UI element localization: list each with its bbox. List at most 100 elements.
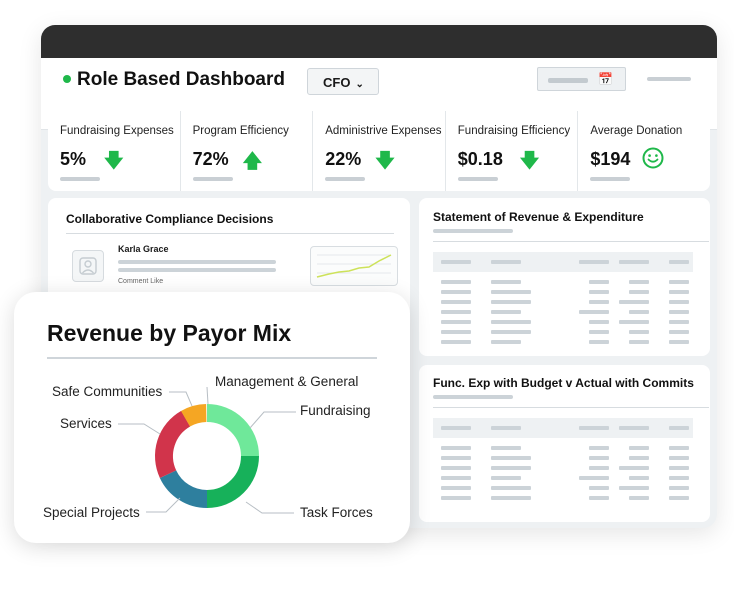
table-cell-placeholder [491, 466, 531, 470]
table-cell-placeholder [589, 466, 609, 470]
table-cell-placeholder [629, 290, 649, 294]
table-cell-placeholder [441, 476, 471, 480]
statement-card: Statement of Revenue & Expenditure [419, 198, 710, 356]
table-cell-placeholder [441, 320, 471, 324]
arrow-down-icon: 🡇 [104, 151, 124, 172]
label-special-projects: Special Projects [43, 505, 140, 520]
table-cell-placeholder [491, 310, 521, 314]
kpi-fundraising-expenses[interactable]: Fundraising Expenses 5% 🡇 [48, 111, 181, 191]
table-cell-placeholder [491, 280, 521, 284]
smile-icon [642, 147, 664, 169]
kpi-value: $194 [590, 149, 631, 169]
table-cell-placeholder [669, 446, 689, 450]
kpi-value: $0.18 [457, 149, 503, 169]
table-cell-placeholder [491, 290, 531, 294]
table-cell-placeholder [441, 310, 471, 314]
table-cell-placeholder [441, 446, 471, 450]
kpi-row: Fundraising Expenses 5% 🡇 Program Effici… [48, 111, 710, 191]
table-cell-placeholder [629, 456, 649, 460]
comment-actions[interactable]: Comment Like [118, 278, 164, 285]
statement-title: Statement of Revenue & Expenditure [433, 210, 644, 224]
table-cell-placeholder [589, 280, 609, 284]
kpi-label: Fundraising Efficiency [457, 125, 571, 137]
table-cell-placeholder [589, 486, 609, 490]
table-cell-placeholder [669, 320, 689, 324]
user-icon [79, 257, 97, 275]
table-cell-placeholder [619, 486, 649, 490]
date-picker[interactable]: 📅 [537, 67, 626, 91]
table-cell-placeholder [441, 300, 471, 304]
table-cell-placeholder [579, 426, 609, 430]
table-cell-placeholder [589, 446, 609, 450]
table-cell-placeholder [579, 310, 609, 314]
comment-placeholder [118, 268, 276, 272]
arrow-up-icon: 🡅 [242, 151, 263, 172]
kpi-administrative-expenses[interactable]: Administrive Expenses 22% 🡇 [313, 111, 446, 191]
table-cell-placeholder [629, 496, 649, 500]
header-placeholder [647, 77, 691, 81]
kpi-placeholder [325, 177, 366, 181]
table-cell-placeholder [491, 456, 531, 460]
kpi-fundraising-efficiency[interactable]: Fundraising Efficiency $0.18 🡇 [446, 111, 579, 191]
table-cell-placeholder [441, 456, 471, 460]
arrow-down-icon: 🡇 [375, 151, 395, 172]
func-exp-title: Func. Exp with Budget v Actual with Comm… [433, 376, 694, 390]
table-header [433, 252, 693, 272]
label-management-general: Management & General [215, 374, 359, 389]
table-cell-placeholder [669, 310, 689, 314]
table-cell-placeholder [669, 340, 689, 344]
table-cell-placeholder [579, 260, 609, 264]
table-cell-placeholder [589, 300, 609, 304]
title-rule [47, 357, 377, 359]
kpi-value: 5% [60, 149, 87, 169]
kpi-value: 72% [192, 149, 229, 169]
table-cell-placeholder [669, 300, 689, 304]
table-cell-placeholder [441, 290, 471, 294]
arrow-down-icon: 🡇 [519, 151, 540, 172]
kpi-label: Fundraising Expenses [60, 125, 174, 137]
calendar-icon: 📅 [598, 72, 613, 86]
table-cell-placeholder [669, 476, 689, 480]
kpi-average-donation[interactable]: Average Donation $194 [578, 111, 710, 191]
table-cell-placeholder [629, 310, 649, 314]
table-cell-placeholder [619, 320, 649, 324]
card-divider [433, 241, 709, 242]
table-header [433, 418, 693, 438]
window-titlebar [41, 25, 717, 58]
role-select[interactable]: CFO ⌄ [307, 68, 379, 95]
table-cell-placeholder [491, 486, 531, 490]
table-cell-placeholder [629, 330, 649, 334]
table-cell-placeholder [589, 330, 609, 334]
kpi-label: Program Efficiency [192, 125, 289, 137]
kpi-value: 22% [325, 149, 362, 169]
kpi-label: Average Donation [590, 125, 683, 137]
table-cell-placeholder [669, 330, 689, 334]
title-placeholder [433, 395, 513, 399]
kpi-placeholder [192, 177, 233, 181]
table-cell-placeholder [669, 290, 689, 294]
label-fundraising: Fundraising [300, 403, 371, 418]
kpi-placeholder [60, 177, 100, 181]
leader-lines [118, 386, 296, 514]
table-cell-placeholder [669, 486, 689, 490]
chevron-down-icon: ⌄ [355, 79, 364, 90]
label-safe-communities: Safe Communities [52, 384, 163, 399]
table-cell-placeholder [619, 300, 649, 304]
comment-placeholder [118, 260, 276, 264]
table-cell-placeholder [669, 466, 689, 470]
table-cell-placeholder [491, 320, 531, 324]
status-dot [63, 75, 71, 83]
card-divider [433, 407, 709, 408]
payor-mix-title: Revenue by Payor Mix [47, 320, 292, 346]
page-title: Role Based Dashboard [77, 69, 285, 90]
table-cell-placeholder [589, 320, 609, 324]
func-exp-card: Func. Exp with Budget v Actual with Comm… [419, 365, 710, 522]
kpi-program-efficiency[interactable]: Program Efficiency 72% 🡅 [181, 111, 314, 191]
kpi-label: Administrive Expenses [325, 125, 442, 137]
table-cell-placeholder [579, 476, 609, 480]
role-select-value: CFO [323, 75, 351, 90]
table-cell-placeholder [491, 330, 531, 334]
table-cell-placeholder [491, 476, 521, 480]
kpi-placeholder [457, 177, 498, 181]
table-cell-placeholder [491, 426, 521, 430]
